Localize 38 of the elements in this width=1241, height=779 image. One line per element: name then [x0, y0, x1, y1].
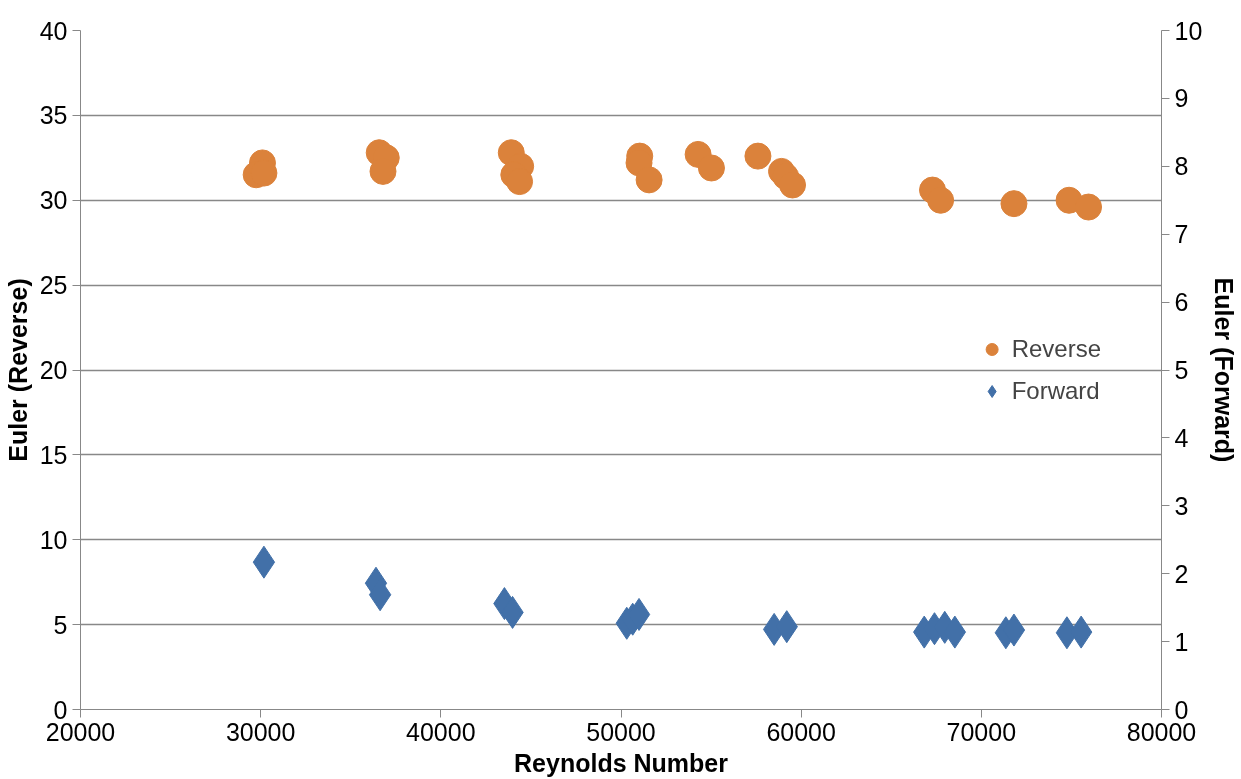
point	[779, 171, 807, 199]
y2-tick-label: 6	[1174, 288, 1189, 317]
x-tick-label: 50000	[586, 717, 656, 746]
y2-tick-label: 1	[1174, 627, 1189, 656]
y2-tick-label: 3	[1174, 491, 1189, 520]
x-tick-label: 60000	[766, 717, 836, 746]
point	[744, 142, 772, 170]
y-tick-label: 15	[39, 440, 68, 469]
y-tick-label: 0	[53, 695, 68, 724]
point	[697, 154, 725, 182]
y-tick-label: 10	[39, 525, 68, 554]
x-tick-label: 30000	[225, 717, 296, 746]
y-tick-label: 35	[39, 101, 68, 130]
point	[252, 545, 276, 579]
y-tick-label: 20	[39, 356, 68, 384]
y2-tick-label: 10	[1174, 16, 1203, 45]
y-tick-label: 25	[39, 271, 68, 300]
x-tick-label: 70000	[946, 717, 1017, 746]
y2-tick-label: 5	[1174, 356, 1189, 384]
y2-tick-label: 8	[1174, 152, 1189, 181]
y2-tick-label: 9	[1174, 84, 1189, 113]
y-tick-label: 30	[39, 186, 68, 215]
y-tick-label: 40	[39, 16, 68, 45]
y2-tick-label: 4	[1174, 423, 1189, 452]
x-tick-label: 40000	[406, 717, 476, 746]
y2-tick-label: 0	[1174, 695, 1189, 724]
y2-axis-title: Euler (Forward)	[1210, 277, 1239, 463]
x-axis-title: Reynolds Number	[514, 748, 729, 777]
y2-tick-label: 7	[1174, 220, 1189, 249]
y-axis-title: Euler (Reverse)	[3, 278, 32, 462]
legend-label: Forward	[1011, 376, 1100, 405]
point	[927, 186, 955, 214]
legend-label: Reverse	[1011, 334, 1101, 363]
point	[1000, 190, 1028, 218]
point	[1075, 193, 1103, 221]
y2-tick-label: 2	[1174, 559, 1189, 588]
y-tick-label: 5	[53, 610, 68, 639]
point	[635, 166, 663, 194]
